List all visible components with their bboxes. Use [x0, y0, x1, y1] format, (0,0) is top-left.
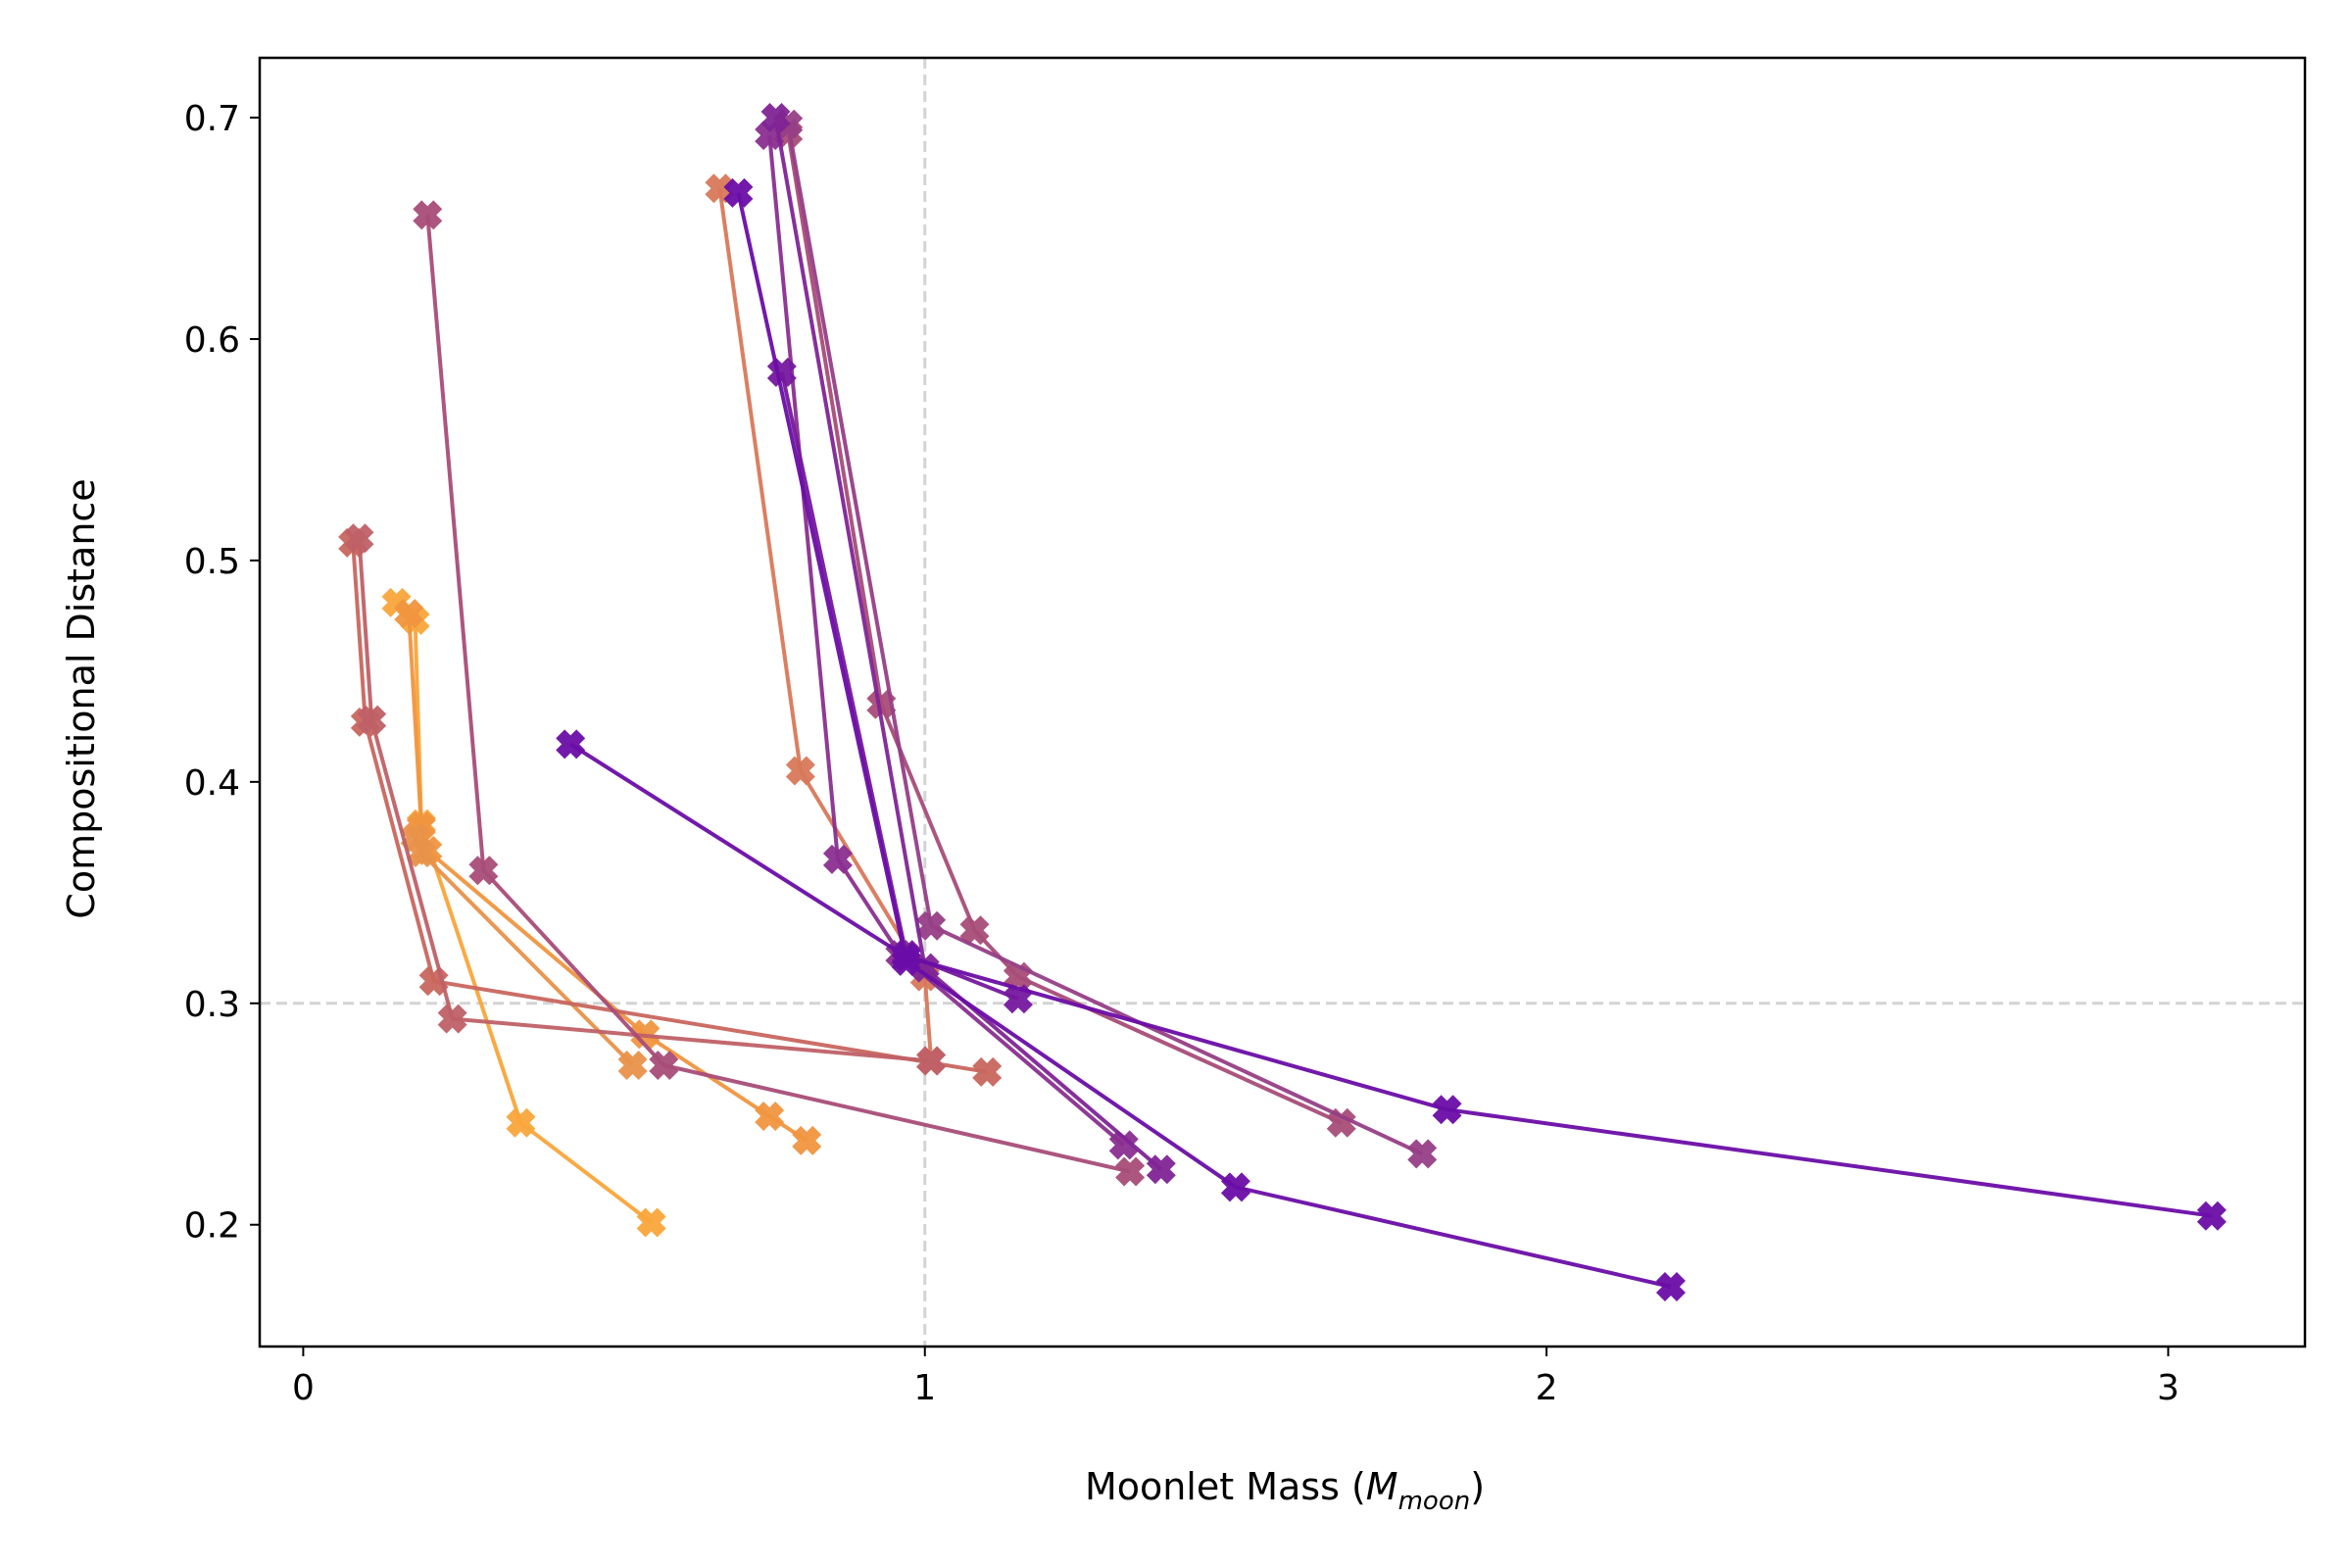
data-point — [959, 915, 990, 946]
data-point — [617, 1051, 648, 1081]
series-line — [425, 215, 1131, 1174]
series-s3 — [400, 822, 648, 1081]
data-point — [394, 599, 424, 629]
data-point — [556, 729, 586, 760]
series-s14 — [556, 729, 2227, 1231]
x-axis: 0 1 2 3 — [292, 1347, 2180, 1408]
data-point — [413, 200, 443, 230]
plot-frame — [258, 56, 2307, 1348]
x-axis-label-subscript: moon — [1398, 1487, 1471, 1516]
data-point — [437, 1004, 467, 1034]
series-s7 — [413, 200, 1146, 1187]
series-line — [736, 192, 1672, 1289]
data-point — [891, 942, 921, 972]
data-point — [636, 1207, 666, 1238]
x-axis-label-symbol: M — [1366, 1465, 1398, 1508]
series-line — [351, 542, 988, 1074]
series-line — [717, 188, 934, 1061]
y-tick-label: 0.3 — [184, 985, 240, 1025]
data-point — [1115, 1156, 1146, 1187]
data-point — [1432, 1095, 1462, 1125]
data-point — [916, 1046, 947, 1076]
x-tick-label: 0 — [292, 1368, 315, 1408]
data-point — [1108, 1130, 1139, 1160]
series-line — [357, 538, 932, 1063]
data-point — [506, 1107, 536, 1138]
y-axis-label: Compositional Distance — [60, 478, 103, 918]
data-point — [822, 844, 853, 874]
data-point — [972, 1056, 1003, 1087]
data-point — [1407, 1139, 1438, 1169]
series-s6 — [344, 523, 947, 1076]
y-axis: 0.2 0.3 0.4 0.5 0.6 0.7 — [184, 99, 260, 1247]
data-point — [357, 705, 387, 735]
data-point — [1655, 1271, 1686, 1301]
series-group — [338, 103, 2227, 1301]
series-line — [569, 742, 2213, 1218]
y-tick-label: 0.6 — [184, 320, 240, 361]
x-axis-label-text: Moonlet Mass ( — [1085, 1465, 1366, 1508]
data-point — [760, 103, 791, 133]
data-point — [723, 177, 754, 208]
data-point — [468, 856, 499, 886]
data-point — [755, 1102, 785, 1132]
data-point — [2196, 1200, 2227, 1231]
data-point — [1146, 1154, 1176, 1185]
y-tick-label: 0.7 — [184, 99, 240, 139]
reference-lines — [260, 58, 2305, 1347]
data-point — [1326, 1107, 1356, 1138]
data-point — [649, 1051, 679, 1081]
x-axis-label: Moonlet Mass (Mmoon) — [1085, 1465, 1485, 1516]
data-point — [1220, 1172, 1250, 1202]
y-tick-label: 0.4 — [184, 763, 240, 804]
data-point — [344, 523, 374, 554]
x-tick-label: 1 — [913, 1368, 936, 1408]
series-s11 — [760, 103, 1176, 1185]
data-point — [785, 756, 815, 786]
x-tick-label: 2 — [1536, 1368, 1558, 1408]
y-tick-label: 0.5 — [184, 542, 240, 582]
data-point — [792, 1125, 822, 1155]
x-axis-label-close: ) — [1470, 1465, 1485, 1508]
data-point — [406, 838, 436, 868]
x-tick-label: 3 — [2157, 1368, 2180, 1408]
data-point — [916, 910, 947, 941]
y-tick-label: 0.2 — [184, 1206, 240, 1247]
